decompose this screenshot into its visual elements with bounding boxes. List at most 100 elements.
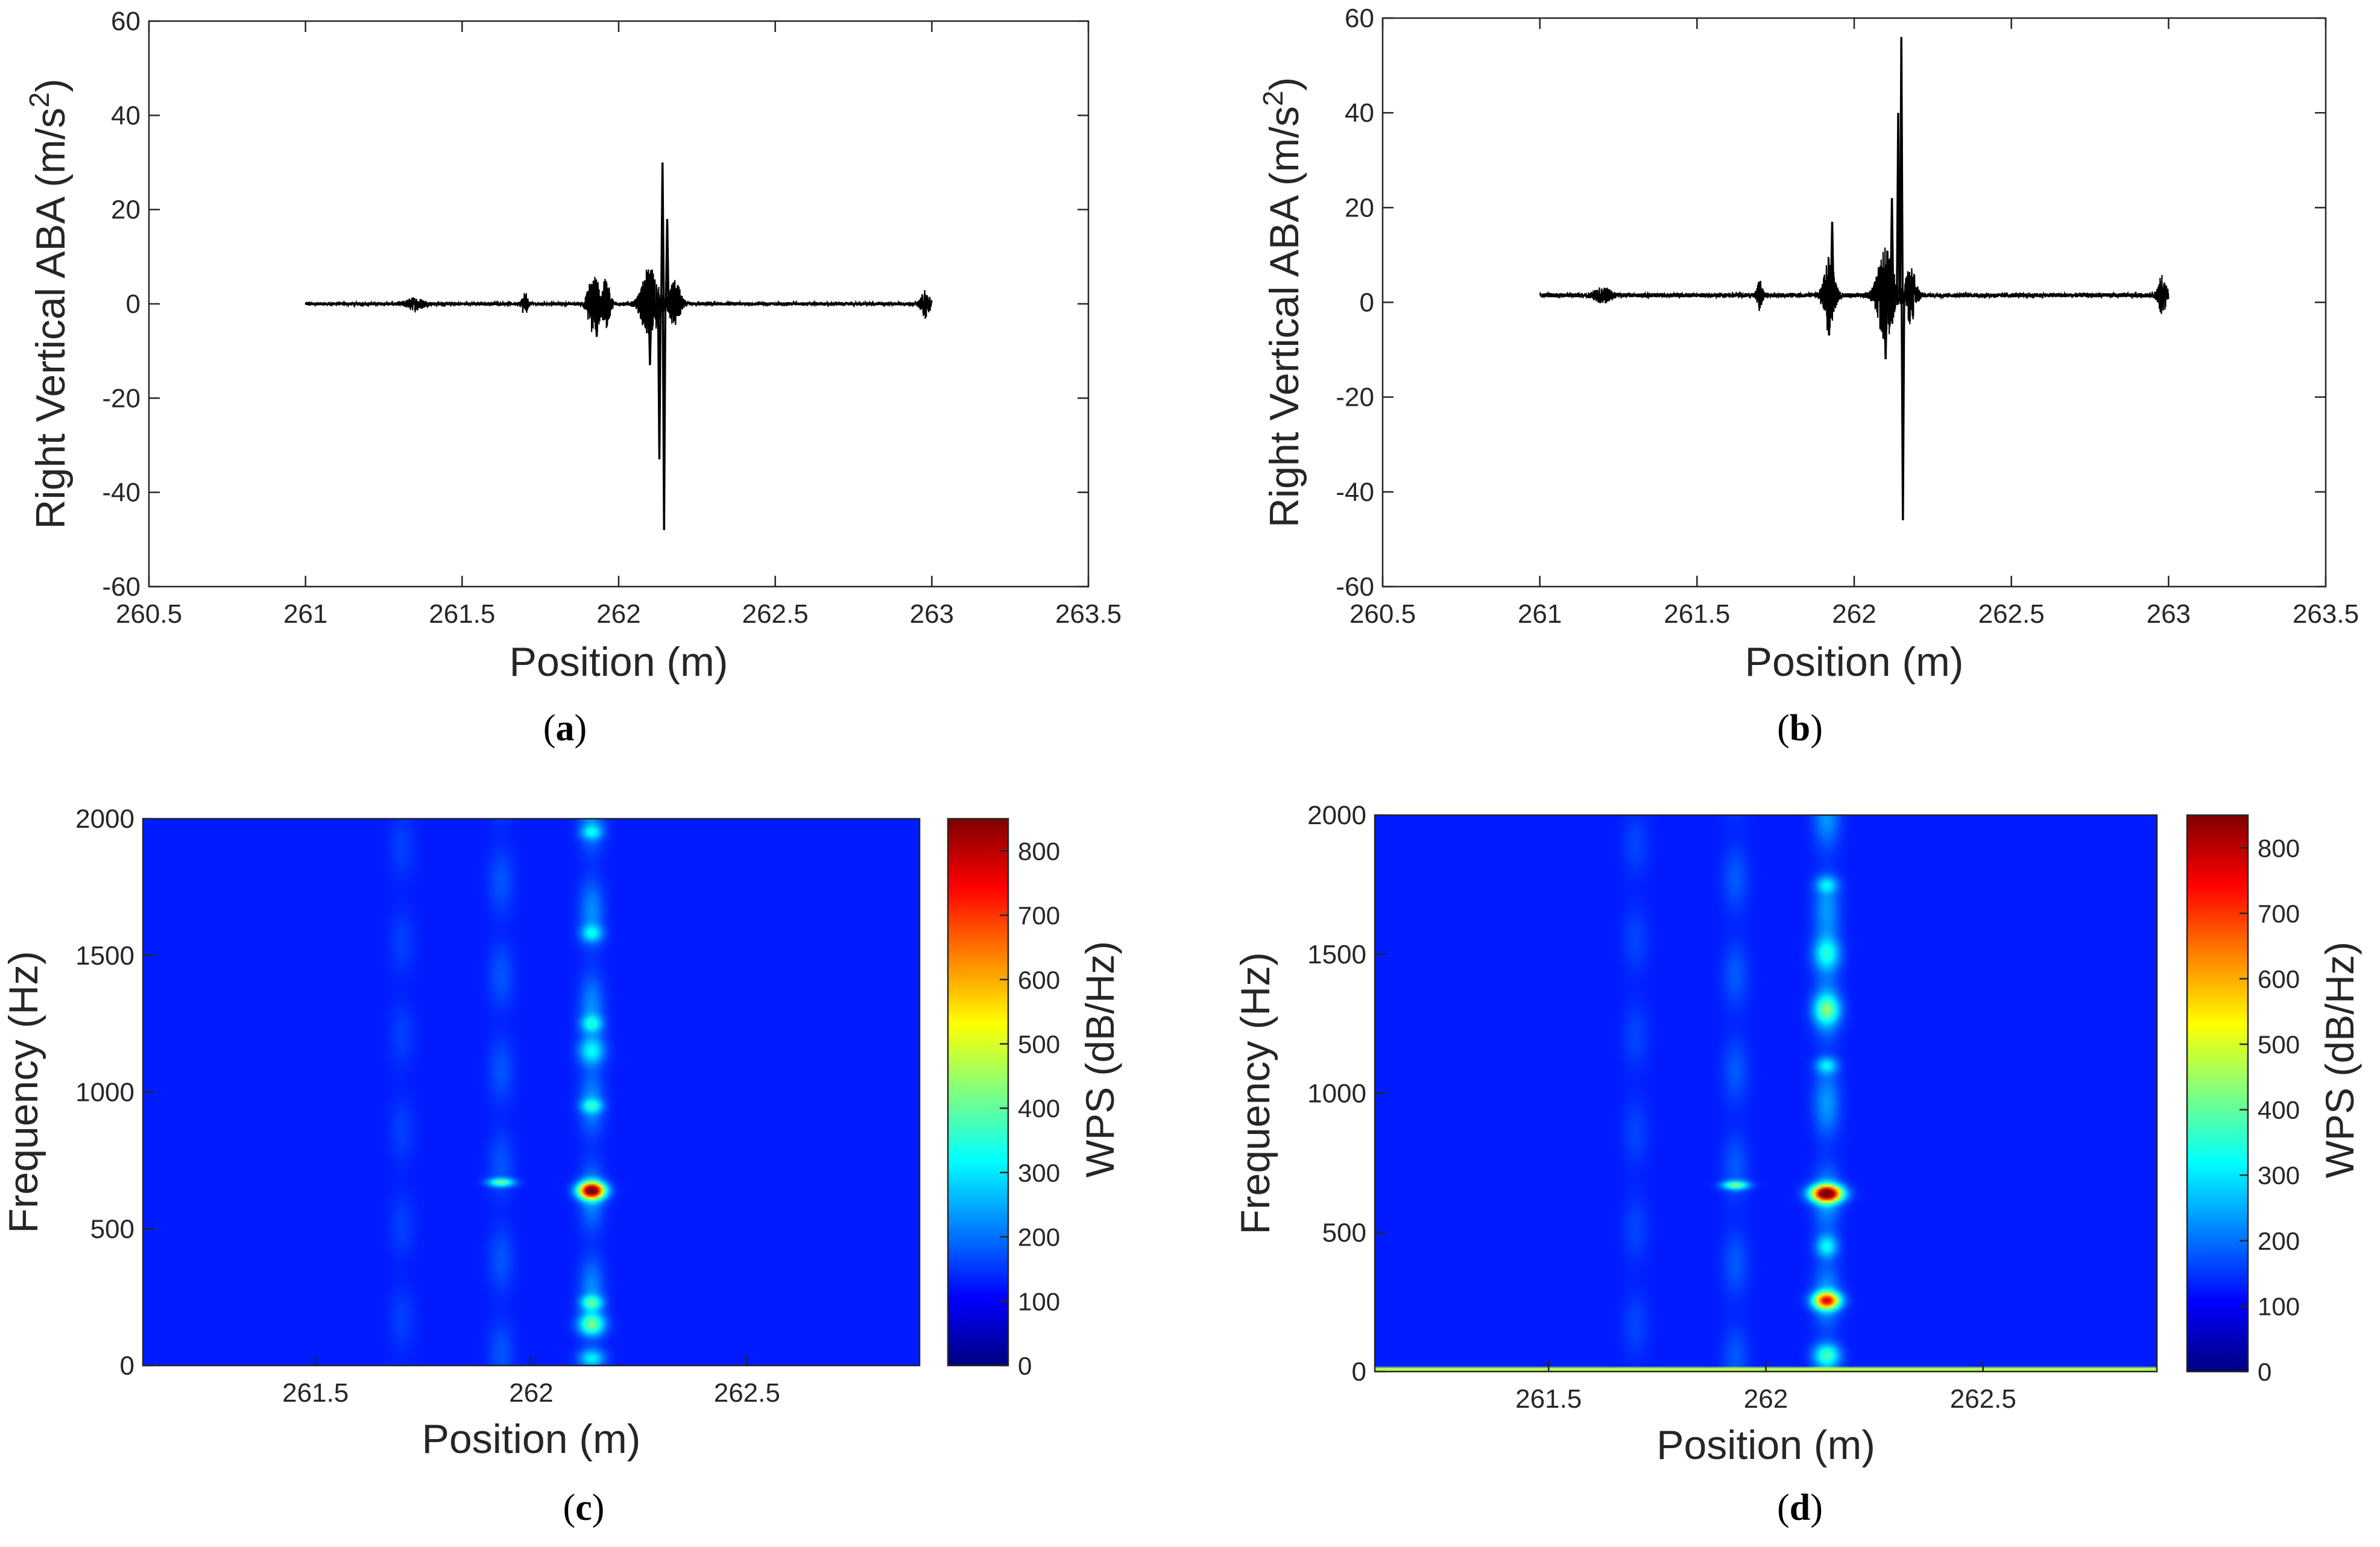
y-tick-label-d-4: 2000: [1307, 801, 1366, 830]
panel-caption-close-d: ): [1810, 1487, 1823, 1528]
colorbar-tick-label-c-7: 700: [1018, 901, 1060, 930]
panel-caption-d: (d): [1777, 1487, 1823, 1528]
x-tick-label-c-0: 261.5: [282, 1378, 349, 1408]
y-tick-label-a-2: -20: [102, 383, 140, 413]
colorbar-frame-c: [947, 818, 1009, 1367]
data-peak-a-5: [594, 303, 599, 337]
y-axis-label-b: Right Vertical ABA (m/s2): [1257, 77, 1307, 528]
data-peak-a-4: [648, 303, 652, 365]
chart-panel-b: 260.5 261 261.5 262 262.5 263 263.5 -60 -40 -20 0 2…: [1257, 4, 2359, 749]
panel-caption-a: (a): [543, 708, 587, 749]
x-axis-label-d: Position (m): [1656, 1422, 1875, 1468]
y-tick-label-a-6: 60: [111, 7, 140, 36]
data-trace-a: [305, 269, 933, 342]
y-axis-label-c: Frequency (Hz): [1, 951, 46, 1234]
data-peak-b-1: [1826, 295, 1832, 336]
x-tick-label-d-1: 262: [1744, 1384, 1788, 1414]
y-tick-label-c-1: 500: [90, 1214, 134, 1244]
panel-caption-letter-d: d: [1790, 1487, 1810, 1528]
colorbar-tick-label-c-3: 300: [1018, 1159, 1060, 1187]
x-tick-label-c-1: 262: [509, 1378, 553, 1408]
colorbar-tick-label-d-5: 500: [2258, 1030, 2300, 1059]
chart-panel-a: 260.5 261 261.5 262 262.5 263 263.5 -60 -40 -20 0 2…: [24, 7, 1122, 749]
y-tick-label-a-1: -40: [102, 478, 140, 508]
colorbar-tick-label-c-4: 400: [1018, 1094, 1060, 1123]
y-tick-label-c-2: 1000: [75, 1078, 134, 1107]
data-trace-b: [1539, 247, 2170, 339]
y-tick-label-d-3: 1500: [1307, 940, 1366, 969]
panel-caption-close-a: ): [575, 708, 587, 749]
panel-caption-open-a: (: [543, 708, 556, 749]
colorbar-tick-label-c-6: 600: [1018, 966, 1060, 994]
panel-caption-letter-a: a: [556, 708, 575, 749]
panel-caption-b: (b): [1777, 708, 1823, 749]
y-tick-label-d-1: 500: [1322, 1218, 1366, 1247]
colorbar-frame-d: [2186, 814, 2249, 1373]
colorbar-c: [948, 819, 1008, 1366]
colorbar-tick-label-d-8: 800: [2258, 834, 2300, 862]
data-peak-b-4: [1900, 295, 1905, 521]
x-tick-label-a-2: 261.5: [429, 599, 495, 629]
panel-caption-open-b: (: [1777, 708, 1790, 749]
x-axis-label-b: Position (m): [1745, 639, 1964, 685]
y-axis-label-main-a: Right Vertical ABA (m/s: [28, 108, 74, 529]
y-axis-label-main-b: Right Vertical ABA (m/s: [1261, 106, 1307, 528]
x-tick-label-c-2: 262.5: [714, 1378, 780, 1408]
x-tick-label-a-5: 263: [910, 599, 954, 629]
x-axis-label-a: Position (m): [510, 639, 728, 685]
y-tick-label-b-4: 20: [1345, 193, 1374, 222]
y-tick-label-b-2: -20: [1336, 383, 1374, 412]
y-tick-label-d-0: 0: [1352, 1357, 1366, 1387]
heatmap-field-c: [143, 819, 920, 1366]
data-peak-a-2: [657, 303, 662, 460]
x-tick-label-d-0: 261.5: [1515, 1384, 1582, 1414]
y-axis-label-sup-b: 2: [1257, 90, 1289, 106]
colorbar-tick-label-d-7: 700: [2258, 900, 2300, 928]
panel-caption-open-d: (: [1777, 1487, 1790, 1528]
x-tick-label-a-4: 262.5: [742, 599, 809, 629]
colorbar-tick-label-d-4: 400: [2258, 1096, 2300, 1124]
panel-caption-c: (c): [563, 1487, 605, 1528]
x-tick-label-a-1: 261: [283, 599, 327, 629]
colorbar-tick-label-c-0: 0: [1018, 1352, 1032, 1380]
x-tick-label-a-3: 262: [596, 599, 640, 629]
y-axis-label-d: Frequency (Hz): [1233, 952, 1278, 1235]
x-tick-label-b-1: 261: [1518, 599, 1562, 629]
y-tick-label-b-3: 0: [1360, 288, 1374, 318]
y-axis-label-sup-a: 2: [24, 92, 55, 108]
data-peak-a-1: [661, 303, 667, 531]
x-tick-label-a-6: 263.5: [1055, 599, 1122, 629]
y-tick-label-c-3: 1500: [75, 941, 134, 971]
x-tick-label-d-2: 262.5: [1950, 1384, 2016, 1414]
data-peak-b-0: [1829, 221, 1835, 295]
y-tick-label-c-4: 2000: [75, 804, 134, 834]
y-tick-label-b-6: 60: [1345, 4, 1374, 33]
panel-caption-close-b: ): [1810, 708, 1823, 749]
colorbar-tick-label-c-1: 100: [1018, 1287, 1060, 1315]
y-axis-label-tail-a: ): [28, 78, 74, 92]
y-tick-label-c-0: 0: [120, 1351, 134, 1381]
panel-caption-close-c: ): [592, 1487, 605, 1528]
x-tick-label-b-6: 263.5: [2293, 599, 2359, 629]
x-tick-label-b-3: 262: [1832, 599, 1876, 629]
data-peak-b-3: [1899, 37, 1904, 295]
colorbar-tick-label-d-3: 300: [2258, 1161, 2300, 1189]
colorbar-d: [2187, 815, 2248, 1372]
panel-caption-letter-c: c: [575, 1487, 592, 1528]
x-axis-label-c: Position (m): [422, 1416, 641, 1462]
colorbar-tick-label-c-8: 800: [1018, 837, 1060, 865]
colorbar-tick-label-d-6: 600: [2258, 965, 2300, 993]
colorbar-label-c: WPS (dB/Hz): [1078, 941, 1122, 1177]
plot-frame-b: [1381, 17, 2327, 588]
y-tick-label-b-5: 40: [1345, 98, 1374, 128]
y-tick-label-b-1: -40: [1336, 477, 1374, 507]
colorbar-label-d: WPS (dB/Hz): [2317, 942, 2362, 1178]
y-tick-label-a-3: 0: [126, 289, 140, 319]
y-tick-label-b-0: -60: [1336, 572, 1374, 602]
colorbar-tick-label-d-2: 200: [2258, 1227, 2300, 1255]
panel-caption-open-c: (: [563, 1487, 576, 1528]
colorbar-tick-label-d-1: 100: [2258, 1292, 2300, 1320]
